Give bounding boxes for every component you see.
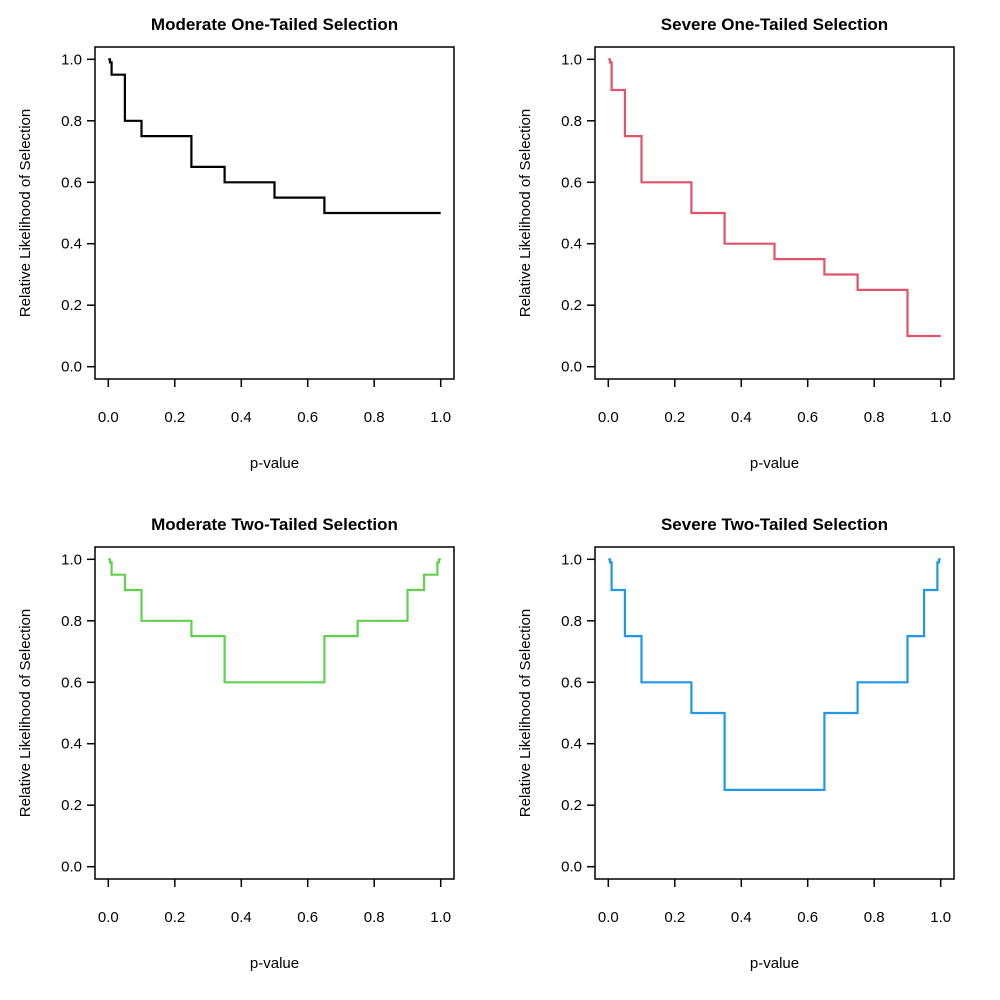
x-tick-label: 0.0 [98,909,119,926]
y-tick-label: 0.8 [561,613,582,630]
x-axis-label: p-value [250,455,299,472]
x-tick-label: 0.4 [231,909,252,926]
y-tick-label: 1.0 [561,51,582,68]
y-axis-label: Relative Likelihood of Selection [517,609,534,817]
x-tick-label: 0.0 [98,409,119,426]
y-tick-label: 0.8 [61,613,82,630]
y-tick-label: 0.0 [61,359,82,376]
x-tick-label: 0.0 [598,909,619,926]
plot-box [94,46,455,380]
plot-box [94,546,455,880]
y-axis-label: Relative Likelihood of Selection [517,109,534,317]
x-tick-label: 1.0 [430,909,451,926]
y-tick-label: 1.0 [561,551,582,568]
y-tick-label: 0.6 [561,674,582,691]
y-tick-label: 0.2 [561,297,582,314]
x-tick-label: 1.0 [930,409,951,426]
x-tick-label: 0.8 [364,909,385,926]
step-series [608,558,941,791]
x-tick-label: 0.8 [864,409,885,426]
x-tick-label: 0.8 [864,909,885,926]
x-tick-label: 1.0 [430,409,451,426]
x-axis-label: p-value [250,955,299,972]
panel-title: Moderate One-Tailed Selection [151,15,398,34]
x-tick-label: 0.2 [164,409,185,426]
x-tick-label: 0.6 [797,409,818,426]
x-axis-label: p-value [750,955,799,972]
x-tick-label: 0.6 [297,409,318,426]
y-tick-label: 0.0 [561,859,582,876]
step-series [108,58,441,215]
y-tick-label: 0.6 [61,674,82,691]
y-tick-label: 0.8 [561,113,582,130]
y-tick-label: 0.4 [561,236,582,253]
panel-title: Moderate Two-Tailed Selection [151,515,398,534]
x-tick-label: 0.6 [297,909,318,926]
y-tick-label: 0.0 [561,359,582,376]
step-line [608,58,941,338]
plot-box [594,46,955,380]
x-tick-label: 0.8 [364,409,385,426]
y-tick-label: 0.2 [61,297,82,314]
step-line [608,558,941,791]
axes: 0.0 0.2 0.4 0.6 0.8 1.0 0.0 0.2 0.4 0.6 0.8 1.0 [61,546,455,926]
x-axis-label: p-value [750,455,799,472]
y-tick-label: 0.4 [61,236,82,253]
x-tick-label: 0.4 [231,409,252,426]
x-tick-label: 0.6 [797,909,818,926]
y-tick-label: 0.2 [561,797,582,814]
x-tick-label: 0.0 [598,409,619,426]
axes: 0.0 0.2 0.4 0.6 0.8 1.0 0.0 0.2 0.4 0.6 0.8 1.0 [561,546,955,926]
panel-title: Severe One-Tailed Selection [661,15,888,34]
y-tick-label: 0.0 [61,859,82,876]
x-tick-label: 0.2 [164,909,185,926]
panel-moderate-one-tailed: Moderate One-Tailed Selection p-value Re… [17,15,455,472]
panel-title: Severe Two-Tailed Selection [661,515,888,534]
axes: 0.0 0.2 0.4 0.6 0.8 1.0 0.0 0.2 0.4 0.6 0.8 1.0 [561,46,955,426]
plot-box [594,546,955,880]
panel-severe-one-tailed: Severe One-Tailed Selection p-value Rela… [517,15,955,472]
step-line [108,558,441,684]
x-tick-label: 0.2 [664,409,685,426]
step-series [608,58,941,338]
panel-severe-two-tailed: Severe Two-Tailed Selection p-value Rela… [517,515,955,972]
y-tick-label: 0.2 [61,797,82,814]
axes: 0.0 0.2 0.4 0.6 0.8 1.0 0.0 0.2 0.4 0.6 0.8 1.0 [61,46,455,426]
y-tick-label: 0.6 [561,174,582,191]
y-tick-label: 0.4 [61,736,82,753]
y-tick-label: 0.4 [561,736,582,753]
x-tick-label: 0.4 [731,909,752,926]
y-axis-label: Relative Likelihood of Selection [17,109,34,317]
y-tick-label: 1.0 [61,51,82,68]
panel-moderate-two-tailed: Moderate Two-Tailed Selection p-value Re… [17,515,455,972]
x-tick-label: 1.0 [930,909,951,926]
y-tick-label: 1.0 [61,551,82,568]
y-axis-label: Relative Likelihood of Selection [17,609,34,817]
x-tick-label: 0.4 [731,409,752,426]
x-tick-label: 0.2 [664,909,685,926]
y-tick-label: 0.6 [61,174,82,191]
step-line [108,58,441,215]
step-series [108,558,441,684]
y-tick-label: 0.8 [61,113,82,130]
